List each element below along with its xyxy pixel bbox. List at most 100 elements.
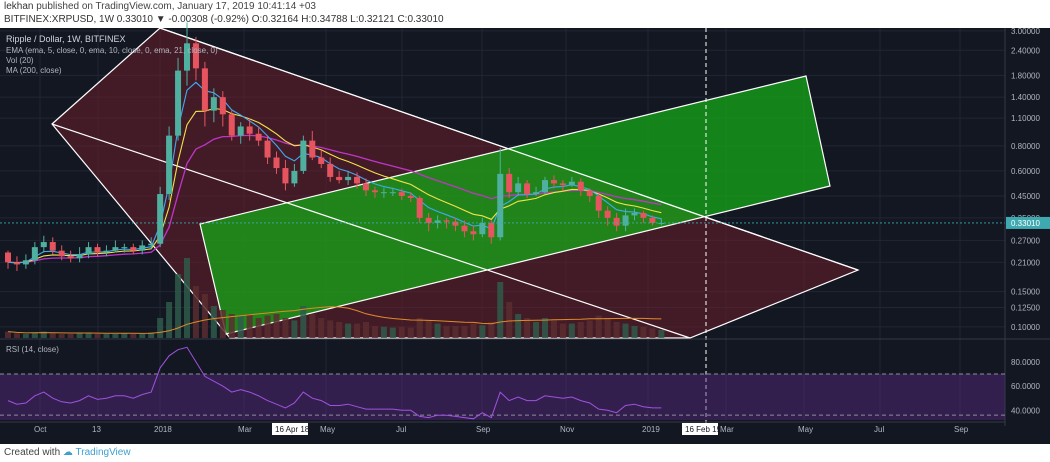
time-tick-label: May	[320, 425, 335, 434]
trading-chart[interactable]: 3.00000 2.40000 1.80000 1.40000 1.10000 0.800…	[0, 0, 1050, 444]
candle-body	[318, 157, 325, 164]
candle-body	[13, 262, 20, 265]
candle-body	[479, 222, 486, 235]
candle-body	[542, 180, 548, 193]
candle-body	[300, 140, 307, 171]
price-tick-label: 0.12500	[1011, 303, 1040, 312]
volume-bar	[121, 333, 128, 338]
time-tick-label: Mar	[720, 425, 734, 434]
candle-body	[604, 210, 611, 218]
price-tick-label: 0.45000	[1011, 192, 1040, 201]
candle-body	[255, 133, 262, 141]
volume-bar	[300, 306, 307, 338]
candle-body	[22, 260, 29, 265]
volume-bar	[434, 323, 441, 338]
candle-body	[112, 247, 119, 251]
candle-body	[363, 183, 369, 191]
brand-name[interactable]: TradingView	[75, 447, 131, 458]
candle-body	[336, 176, 343, 181]
volume-bar	[407, 327, 414, 338]
candle-body	[148, 243, 155, 246]
volume-bar	[488, 322, 495, 338]
price-tick-label: 0.80000	[1011, 142, 1040, 151]
price-tick-label: 1.10000	[1011, 114, 1040, 123]
time-tick-label: Mar	[238, 425, 252, 434]
candle-body	[157, 194, 164, 244]
volume-bar	[58, 334, 65, 338]
volume-bar	[210, 306, 217, 338]
candle-body	[506, 173, 513, 193]
price-tick-label: 0.21000	[1011, 258, 1040, 267]
channel-upper-line	[159, 27, 859, 271]
volume-bar	[542, 318, 548, 338]
volume-bar	[336, 322, 343, 338]
candle-body	[425, 217, 432, 223]
volume-bar	[389, 327, 396, 338]
volume-bar	[559, 323, 566, 338]
candle-body	[327, 163, 334, 177]
last-price-badge	[1006, 216, 1050, 229]
volume-bar	[568, 323, 575, 338]
candle-body	[371, 190, 378, 193]
candle-body	[658, 222, 665, 224]
price-tick-label: 0.10000	[1011, 323, 1040, 332]
volume-bar	[255, 318, 262, 338]
candle-body	[398, 192, 405, 196]
price-tick-label: 2.40000	[1011, 46, 1040, 55]
volume-bar	[461, 326, 468, 338]
candle-body	[291, 170, 298, 184]
volume-bar	[49, 333, 56, 338]
volume-bar	[219, 310, 226, 338]
candle-body	[550, 180, 557, 184]
candle-body	[31, 247, 38, 261]
candle-body	[488, 222, 495, 238]
candle-body	[461, 225, 468, 232]
volume-bar	[443, 326, 450, 338]
candle-body	[354, 176, 361, 184]
candle-body	[524, 183, 531, 195]
candle-body	[407, 195, 414, 198]
volume-bar	[524, 318, 531, 338]
volume-bar	[94, 334, 101, 338]
candle-body	[219, 97, 226, 115]
volume-bar	[22, 334, 29, 338]
candle-body	[58, 250, 65, 257]
candle-body	[237, 126, 244, 136]
volume-bar	[291, 320, 298, 338]
volume-bar	[640, 326, 647, 338]
volume-bar	[67, 334, 74, 338]
rsi-label: RSI (14, close)	[6, 345, 59, 354]
time-tick-label: Jul	[874, 425, 884, 434]
volume-ma-line	[7, 306, 662, 334]
candle-body	[470, 231, 477, 235]
footer: Created with ☁ TradingView	[4, 444, 131, 462]
volume-bar	[76, 333, 83, 338]
candle-body	[515, 183, 522, 193]
candle-body	[345, 176, 352, 181]
volume-bar	[5, 331, 11, 338]
time-highlight-badge	[682, 423, 718, 435]
volume-bar	[130, 334, 137, 338]
candle-body	[577, 181, 584, 191]
candle-body	[228, 114, 235, 136]
candle-body	[586, 190, 593, 196]
publisher-name[interactable]: lekhan	[4, 1, 34, 12]
volume-bar	[479, 325, 486, 338]
price-tick-label: 0.60000	[1011, 167, 1040, 176]
ema-slow-line	[7, 107, 662, 264]
time-highlight-badge	[272, 423, 308, 435]
price-tick-label: 3.00000	[1011, 27, 1040, 36]
volume-bar	[157, 318, 164, 338]
last-price-label: 0.33010	[1011, 219, 1040, 228]
candle-body	[568, 181, 575, 186]
volume-bar	[192, 286, 199, 338]
volume-bar	[273, 314, 280, 338]
created-with-text: Created with	[4, 447, 61, 458]
volume-bar	[166, 302, 173, 338]
volume-bar	[139, 334, 146, 338]
volume-bar	[318, 318, 325, 338]
candle-body	[389, 192, 396, 194]
volume-bar	[175, 274, 182, 338]
volume-bar	[577, 322, 584, 338]
publish-header: lekhan published on TradingView.com, Jan…	[4, 0, 764, 14]
